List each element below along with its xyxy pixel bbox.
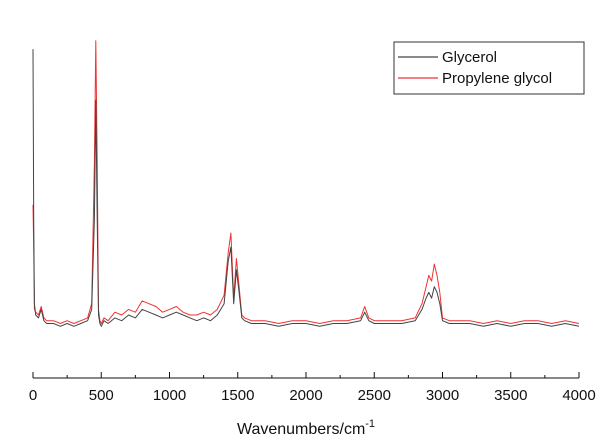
x-tick-label: 500 [89,387,114,404]
legend-box [393,41,585,95]
x-tick-label: 4000 [562,387,595,404]
x-tick-label: 1000 [153,387,186,404]
x-tick-label: 2000 [289,387,322,404]
legend: Glycerol Propylene glycol [393,41,585,95]
legend-label-propylene-glycol: Propylene glycol [442,70,552,87]
x-tick-label: 1500 [221,387,254,404]
x-tick-label: 0 [29,387,37,404]
x-tick-label: 3000 [426,387,459,404]
x-axis-title-text: Wavenumbers/cm [237,421,365,438]
x-axis-ticks: 0 500 1000 1500 2000 2500 3000 3500 4000 [29,372,596,404]
series-layer [32,40,580,327]
x-tick-label: 2500 [358,387,391,404]
series-line-propylene-glycol [32,40,580,324]
x-axis-title-superscript: -1 [365,418,375,430]
legend-label-glycerol: Glycerol [442,49,497,66]
x-tick-label: 3500 [494,387,527,404]
x-axis-title: Wavenumbers/cm-1 [237,418,375,438]
series-line-glycerol [32,49,580,327]
